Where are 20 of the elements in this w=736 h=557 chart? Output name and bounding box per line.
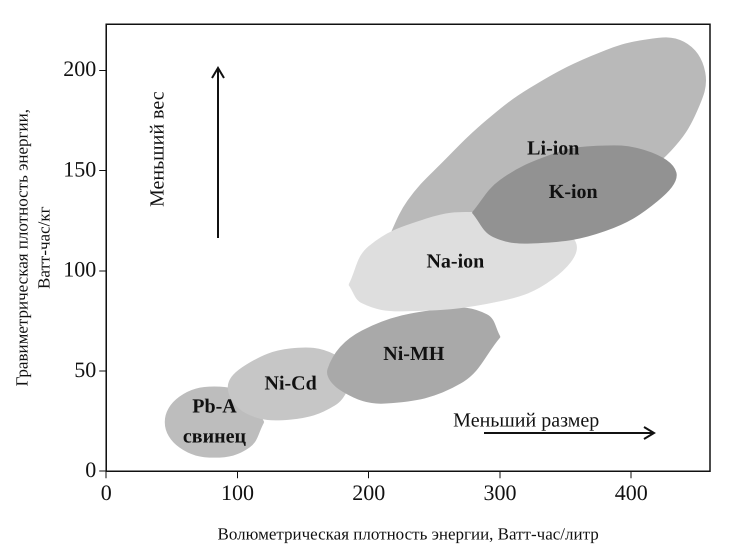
series-label: K-ion [548,180,598,203]
x-tick-label: 0 [100,480,112,506]
y-tick-label: 150 [63,156,96,182]
annotation: Меньший размер [453,409,600,432]
series-label: Pb-A свинец [182,395,247,448]
y-axis-title: Гравиметрическая плотность энергии, Ватт-час/кг [12,109,54,386]
y-tick-label: 100 [63,256,96,282]
x-tick-label: 100 [220,480,254,506]
x-tick-label: 300 [483,480,516,506]
x-axis-title: Волюметрическая плотность энергии, Ватт-час/литр [217,524,599,544]
series-label: Ni-Cd [264,372,317,394]
annotation: Меньший вес [146,91,168,208]
x-tick-label: 400 [614,480,648,506]
y-tick-label: 200 [63,56,96,82]
series-label: Na-ion [426,250,484,273]
series-label: Li-ion [527,138,580,160]
y-tick-label: 0 [85,456,96,482]
series-label: Ni-MH [383,342,445,365]
x-tick-label: 200 [352,480,386,506]
y-tick-label: 50 [74,356,96,382]
